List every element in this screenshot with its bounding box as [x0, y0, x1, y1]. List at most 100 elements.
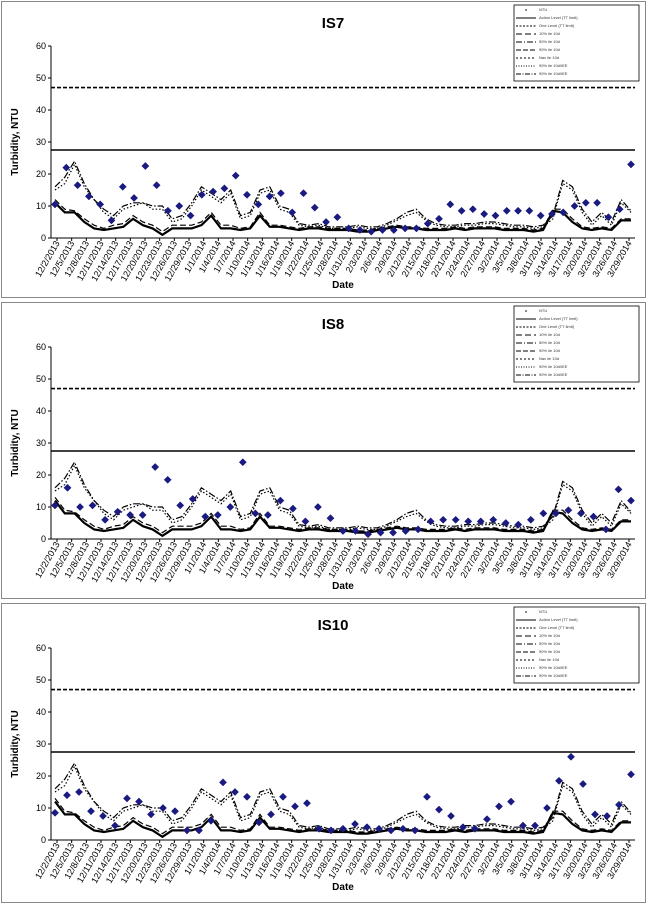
y-tick-label: 50 [36, 374, 46, 384]
y-tick-label: 10 [36, 201, 46, 211]
data-point [351, 527, 360, 535]
data-point [602, 525, 610, 534]
data-point [113, 507, 122, 516]
series-line [54, 159, 632, 228]
legend-entry: 90% ile 10d/IEE [539, 63, 568, 68]
legend-entry: 10% ile 10d [539, 31, 560, 36]
data-point [130, 194, 139, 202]
data-point [254, 200, 263, 209]
data-point [147, 810, 155, 819]
data-point [495, 802, 503, 811]
data-point [451, 515, 460, 524]
series-line [54, 463, 632, 531]
data-point [414, 525, 423, 534]
y-tick-label: 50 [36, 73, 46, 83]
x-axis-label: Date [332, 581, 354, 592]
y-axis-label: Turbidity, NTU [10, 108, 21, 175]
legend-entry: One Level (TT limit) [539, 324, 575, 329]
data-point [491, 211, 500, 220]
data-point [559, 208, 568, 217]
y-tick-label: 40 [36, 105, 46, 115]
series-line [54, 761, 632, 830]
data-point [197, 190, 206, 199]
data-point [435, 805, 443, 814]
y-tick-label: 20 [36, 771, 46, 781]
data-point [159, 804, 167, 812]
data-point [188, 495, 197, 503]
legend-entry: 90% ile 10d/IEE [539, 673, 568, 678]
data-point [389, 528, 398, 537]
data-point [303, 799, 311, 808]
y-axis-label: Turbidity, NTU [10, 409, 21, 476]
data-point [589, 512, 598, 521]
data-point [531, 821, 539, 830]
data-point [201, 512, 210, 521]
legend-entry: 10% ile 10d [539, 332, 560, 337]
chart-panel-is8: IS8 NTU Action Level (TT limit) One Level (… [1, 302, 646, 599]
legend-entry: 90% ile 10d/IEE [539, 364, 568, 369]
data-point [614, 485, 623, 494]
data-point [446, 200, 455, 209]
data-point [135, 797, 143, 806]
data-point [220, 184, 229, 193]
data-point [399, 824, 407, 833]
data-point [579, 780, 587, 788]
data-point [265, 192, 274, 201]
y-tick-label: 40 [36, 406, 46, 416]
legend-swatch [525, 9, 527, 11]
data-point [209, 187, 218, 196]
legend-entry: 90% ile 10d/IEE [539, 665, 568, 670]
data-point [593, 198, 602, 207]
data-point [339, 527, 347, 535]
data-point [423, 792, 431, 801]
data-point [51, 501, 59, 510]
legend-entry: NTU [539, 308, 547, 313]
data-point [138, 511, 147, 519]
data-point [163, 475, 172, 484]
data-point [231, 171, 240, 180]
x-axis-label: Date [332, 280, 354, 291]
y-tick-label: 40 [36, 707, 46, 717]
chart-svg: IS10 NTU Action Level (TT limit) One Level … [10, 606, 640, 893]
data-point [255, 818, 263, 827]
data-point [401, 527, 410, 535]
data-point [213, 511, 222, 519]
data-point [243, 792, 251, 801]
data-point [526, 515, 535, 524]
data-point [483, 815, 491, 824]
data-point [226, 503, 235, 511]
data-point [238, 458, 247, 467]
data-point [603, 812, 611, 820]
series-line [54, 460, 632, 529]
chart-panel-is10: IS10 NTU Action Level (TT limit) One Level … [1, 603, 646, 903]
data-point [88, 501, 97, 510]
data-point [591, 810, 599, 819]
data-point [507, 797, 515, 806]
data-point [604, 213, 613, 222]
legend-entry: 90% ile 10d [539, 348, 560, 353]
legend-entry: NTU [539, 609, 547, 614]
data-point [489, 515, 498, 524]
y-axis-label: Turbidity, NTU [10, 710, 21, 777]
data-point [171, 807, 179, 816]
legend-entry: Action Level (TT limit) [539, 15, 578, 20]
data-point [99, 812, 107, 820]
data-point [378, 226, 387, 234]
data-point [279, 792, 287, 801]
data-point [471, 824, 479, 833]
data-point [555, 776, 563, 785]
data-point [476, 517, 485, 526]
data-point [327, 826, 335, 835]
legend-entry: 90% ile 10d/IEE [539, 71, 568, 76]
legend-entry: Nav ile 10d [539, 55, 559, 60]
data-point [355, 226, 364, 234]
data-point [186, 211, 195, 220]
y-tick-label: 60 [36, 643, 46, 653]
data-point [363, 823, 371, 832]
series-line [54, 764, 632, 832]
legend-entry: 90% ile 10d [539, 47, 560, 52]
legend: NTU Action Level (TT limit) One Level (TT … [513, 606, 640, 684]
y-tick-label: 60 [36, 41, 46, 51]
data-point [111, 821, 119, 830]
data-point [514, 206, 523, 215]
